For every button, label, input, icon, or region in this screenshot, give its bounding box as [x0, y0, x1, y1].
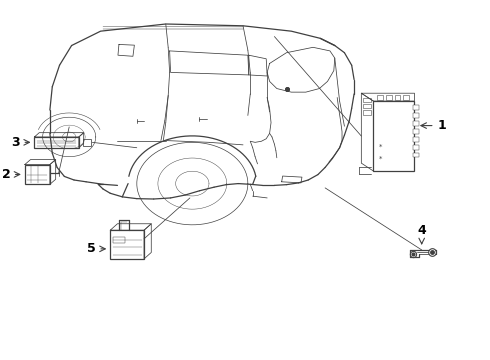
Bar	[414, 137, 419, 141]
Bar	[403, 95, 409, 100]
Text: 5: 5	[87, 242, 96, 255]
Bar	[363, 104, 371, 108]
Bar	[414, 129, 419, 134]
Bar	[414, 105, 419, 110]
Text: *: *	[379, 156, 383, 161]
Bar	[373, 101, 415, 171]
Text: *: *	[379, 144, 383, 149]
Bar	[414, 153, 419, 157]
Bar	[386, 95, 392, 100]
Bar	[25, 165, 50, 184]
FancyBboxPatch shape	[83, 139, 92, 146]
Text: 1: 1	[438, 119, 446, 132]
Bar	[377, 95, 383, 100]
Text: 3: 3	[11, 136, 20, 149]
Bar	[363, 111, 371, 115]
Bar	[414, 121, 419, 126]
Bar	[34, 137, 79, 148]
Bar	[414, 113, 419, 118]
Bar	[394, 95, 400, 100]
Bar	[414, 145, 419, 149]
Bar	[110, 230, 144, 259]
Bar	[113, 237, 125, 243]
Text: 4: 4	[417, 224, 426, 237]
Bar	[363, 98, 371, 102]
Text: 2: 2	[1, 168, 10, 181]
